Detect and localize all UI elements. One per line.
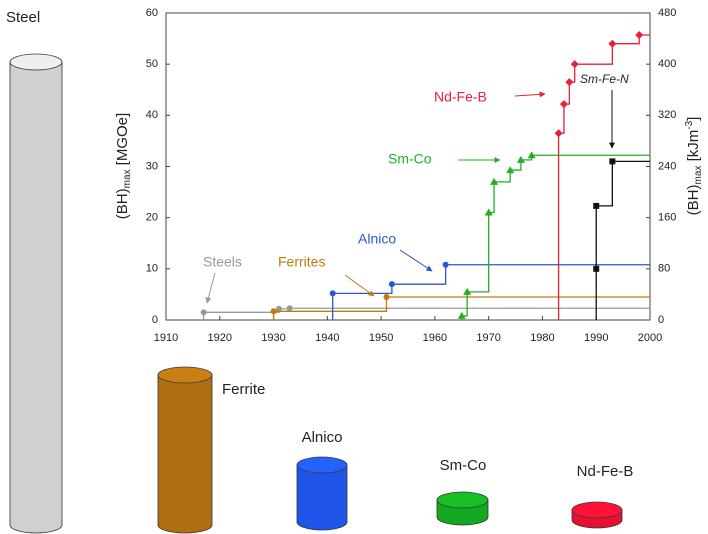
- cylinder-label: Nd-Fe-B: [577, 463, 634, 480]
- point: [593, 265, 600, 272]
- point: [275, 305, 282, 312]
- point: [559, 100, 568, 109]
- y-label-main: (BH): [114, 188, 131, 219]
- cylinder-top: [9, 53, 63, 71]
- x-tick-label: 1980: [530, 332, 554, 344]
- x-tick-label: 1940: [315, 332, 339, 344]
- arrow: [205, 272, 216, 304]
- point: [484, 208, 493, 216]
- arrow: [344, 274, 375, 297]
- arrow: [399, 249, 433, 272]
- cylinder-label: Alnico: [302, 429, 343, 446]
- y-tick-label: 0: [152, 314, 158, 326]
- y-tick-label: 10: [146, 263, 158, 275]
- point: [490, 177, 499, 185]
- step-line: [202, 307, 650, 320]
- step-line: [595, 160, 650, 320]
- y2-label-sub: max: [693, 166, 704, 185]
- y2-tick-label: 0: [658, 314, 664, 326]
- y-tick-label: 20: [146, 212, 158, 224]
- cylinder-body: [296, 464, 348, 531]
- cylinder-label: Sm-Co: [440, 457, 487, 474]
- step-line: [557, 34, 650, 320]
- point: [516, 155, 525, 163]
- x-tick-label: 1970: [476, 332, 500, 344]
- point: [565, 78, 574, 87]
- point: [463, 287, 472, 295]
- x-tick-label: 1960: [423, 332, 447, 344]
- annotation: Steels: [203, 254, 242, 270]
- annotation: Sm-Co: [388, 151, 432, 167]
- y2-label-close: ]: [685, 117, 702, 121]
- point: [383, 293, 390, 300]
- y2-tick-label: 160: [658, 212, 676, 224]
- point: [554, 129, 563, 138]
- y2-tick-label: 400: [658, 58, 676, 70]
- y-label-unit: [MGOe]: [114, 113, 131, 170]
- point: [388, 281, 395, 288]
- y2-label-sup: -3: [684, 120, 695, 129]
- cylinder-top: [571, 501, 623, 519]
- annotation: Sm-Fe-N: [580, 72, 629, 86]
- annotation: Ferrites: [278, 254, 325, 270]
- annotation: Alnico: [358, 231, 396, 247]
- y2-label-main: (BH): [685, 184, 702, 215]
- step-line: [461, 154, 650, 320]
- point: [286, 305, 293, 312]
- point: [527, 151, 536, 159]
- y-tick-label: 30: [146, 160, 158, 172]
- point: [442, 261, 449, 268]
- y-axis-label: (BH)max [MGOe]: [114, 113, 133, 219]
- y-label-sub: max: [122, 169, 133, 188]
- y2-axis-label: (BH)max [kJm-3]: [684, 117, 704, 216]
- cylinder-body: [157, 374, 213, 534]
- x-tick-label: 1920: [208, 332, 232, 344]
- x-tick-label: 2000: [638, 332, 662, 344]
- point: [593, 202, 600, 209]
- y2-tick-label: 80: [658, 263, 670, 275]
- cylinder-label: Steel: [6, 9, 40, 26]
- x-tick-label: 1990: [584, 332, 608, 344]
- y-tick-label: 50: [146, 58, 158, 70]
- cylinder-top: [296, 456, 348, 474]
- point: [609, 158, 616, 165]
- arrow: [514, 91, 546, 98]
- x-tick-label: 1930: [261, 332, 285, 344]
- cylinder-label: Ferrite: [222, 381, 265, 398]
- point: [506, 166, 515, 174]
- point: [329, 290, 336, 297]
- cylinder-top: [157, 366, 213, 384]
- point: [570, 60, 579, 69]
- annotation: Nd-Fe-B: [434, 89, 487, 105]
- point: [200, 309, 207, 316]
- point: [608, 39, 617, 48]
- y2-tick-label: 320: [658, 109, 676, 121]
- point: [270, 308, 277, 315]
- y-tick-label: 40: [146, 109, 158, 121]
- y2-label-unit: [kJm: [685, 130, 702, 166]
- point: [457, 311, 466, 319]
- point: [635, 31, 644, 40]
- cylinder-body: [9, 61, 63, 534]
- x-tick-label: 1950: [369, 332, 393, 344]
- y2-tick-label: 480: [658, 7, 676, 19]
- cylinder-top: [436, 491, 489, 509]
- y-tick-label: 60: [146, 7, 158, 19]
- y2-tick-label: 240: [658, 160, 676, 172]
- x-tick-label: 1910: [154, 332, 178, 344]
